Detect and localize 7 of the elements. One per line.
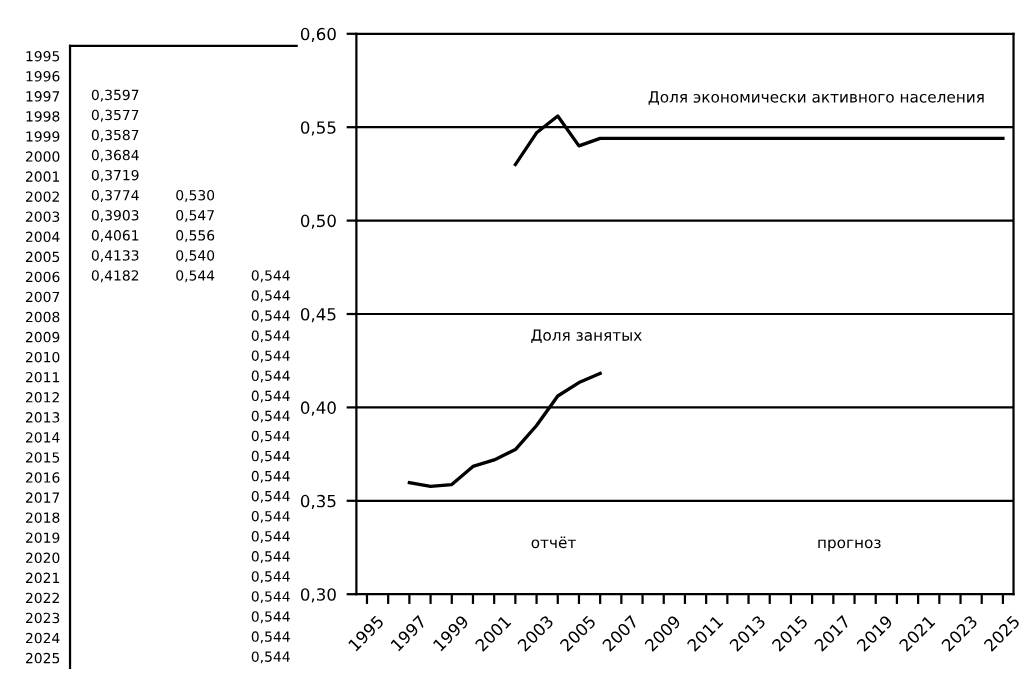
y-tick-label: 0,50 (300, 214, 336, 229)
y-tick-label: 0,55 (300, 121, 336, 136)
y-tick-label: 0,60 (300, 27, 336, 43)
y-tick-label: 0,35 (300, 494, 336, 510)
y-tick-label: 0,40 (300, 401, 336, 416)
y-tick-label: 0,45 (300, 307, 336, 323)
y-tick-label: 0,30 (300, 588, 336, 603)
